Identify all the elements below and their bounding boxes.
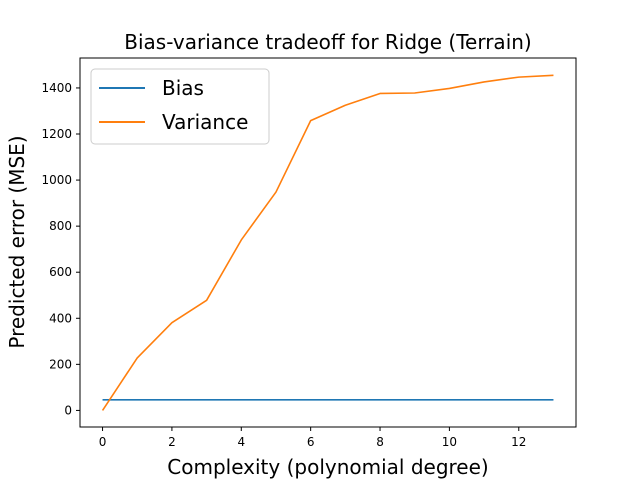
x-tick-label: 12 xyxy=(511,435,526,449)
y-axis: 0 200 400 600 800 1000 1200 1400 xyxy=(41,81,80,417)
y-tick-label: 600 xyxy=(49,265,72,279)
y-tick-label: 0 xyxy=(64,403,72,417)
y-axis-label: Predicted error (MSE) xyxy=(5,135,29,348)
y-tick-label: 200 xyxy=(49,357,72,371)
x-tick-label: 6 xyxy=(307,435,315,449)
chart-title: Bias-variance tradeoff for Ridge (Terrai… xyxy=(124,30,531,54)
legend-label: Variance xyxy=(162,110,248,134)
x-axis: 0 2 4 6 8 10 12 xyxy=(99,427,526,449)
y-tick-label: 800 xyxy=(49,219,72,233)
x-tick-label: 8 xyxy=(376,435,384,449)
plot-area xyxy=(79,57,577,428)
series-layer xyxy=(101,74,554,411)
plot-frame xyxy=(79,57,577,428)
x-tick-label: 10 xyxy=(442,435,457,449)
y-tick-label: 1400 xyxy=(41,81,72,95)
x-tick-label: 2 xyxy=(168,435,176,449)
x-tick-label: 0 xyxy=(99,435,107,449)
x-axis-label: Complexity (polynomial degree) xyxy=(167,455,488,479)
y-tick-label: 1000 xyxy=(41,173,72,187)
legend: Bias Variance xyxy=(90,68,270,145)
y-tick-label: 400 xyxy=(49,311,72,325)
legend-label: Bias xyxy=(162,76,204,100)
y-tick-label: 1200 xyxy=(41,127,72,141)
x-tick-label: 4 xyxy=(237,435,245,449)
series-line-variance xyxy=(101,74,554,411)
